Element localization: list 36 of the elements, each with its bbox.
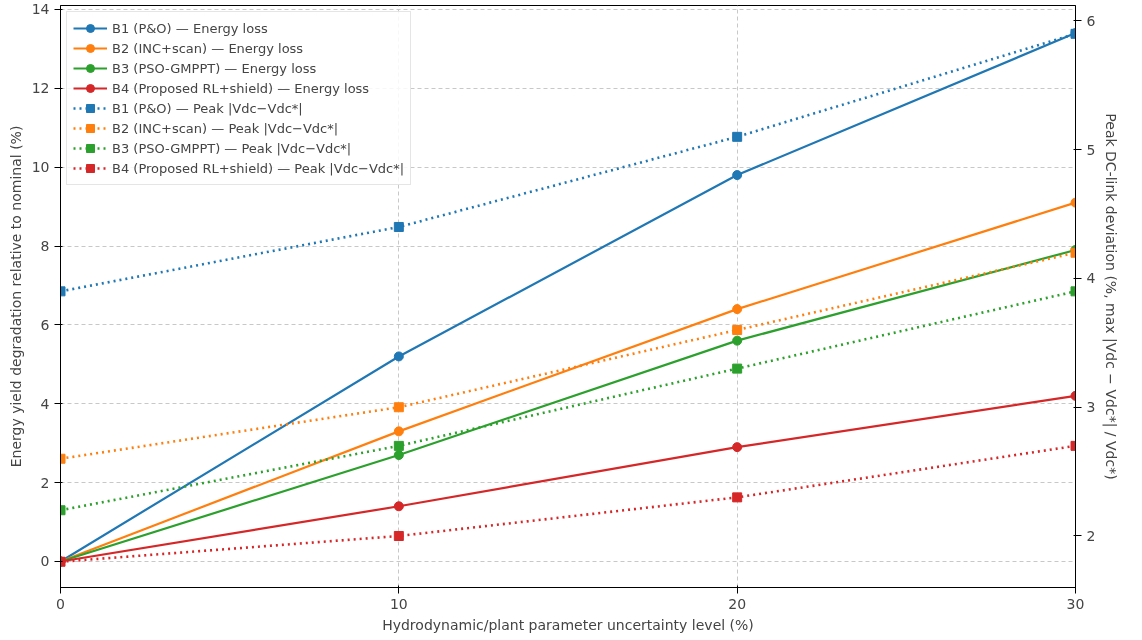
x-tick-label: 0 — [56, 595, 65, 612]
y-tick-label: 14 — [31, 1, 50, 18]
x-tick-label: 20 — [728, 595, 747, 612]
point — [732, 170, 743, 181]
legend-label: B2 (INC+scan) — Peak |Vdc−Vdc*| — [112, 120, 339, 136]
legend-label: B1 (P&O) — Energy loss — [112, 20, 268, 36]
legend-label: B4 (Proposed RL+shield) — Energy loss — [112, 80, 370, 96]
point — [732, 335, 743, 346]
y-tick-label: 8 — [40, 238, 50, 255]
legend-label: B4 (Proposed RL+shield) — Peak |Vdc−Vdc*| — [112, 160, 405, 176]
legend-label: B3 (PSO-GMPPT) — Peak |Vdc−Vdc*| — [112, 140, 352, 156]
x-axis-title: Hydrodynamic/plant parameter uncertainty level (%) — [382, 616, 754, 633]
y-tick-label: 4 — [40, 395, 50, 412]
y2-axis-title: Peak DC-link deviation (%, max |Vdc − Vdc*| / Vdc*) — [1102, 113, 1120, 480]
point — [393, 351, 404, 362]
point — [732, 442, 743, 453]
y2-tick-label: 2 — [1086, 528, 1096, 544]
y-tick-label: 10 — [31, 159, 50, 176]
y-tick-label: 0 — [40, 553, 50, 570]
legend-label: B1 (P&O) — Peak |Vdc−Vdc*| — [112, 100, 303, 116]
y-tick-label: 6 — [40, 316, 50, 333]
y2-tick-label: 3 — [1086, 399, 1096, 416]
y2-tick-label: 6 — [1086, 12, 1096, 29]
point — [393, 450, 404, 460]
x-tick-label: 30 — [1066, 595, 1085, 612]
y-axis-title: Energy yield degradation relative to nominal (%) — [7, 125, 24, 468]
legend-label: B2 (INC+scan) — Energy loss — [112, 40, 304, 56]
x-tick-label: 10 — [389, 595, 408, 612]
point — [393, 501, 404, 512]
legend-label: B3 (PSO-GMPPT) — Energy loss — [112, 60, 317, 76]
y-tick-label: 12 — [31, 80, 50, 97]
point — [393, 426, 404, 437]
y2-tick-label: 5 — [1086, 141, 1096, 158]
point — [732, 304, 743, 315]
y-tick-label: 2 — [40, 474, 50, 491]
y2-tick-label: 4 — [1086, 270, 1096, 287]
